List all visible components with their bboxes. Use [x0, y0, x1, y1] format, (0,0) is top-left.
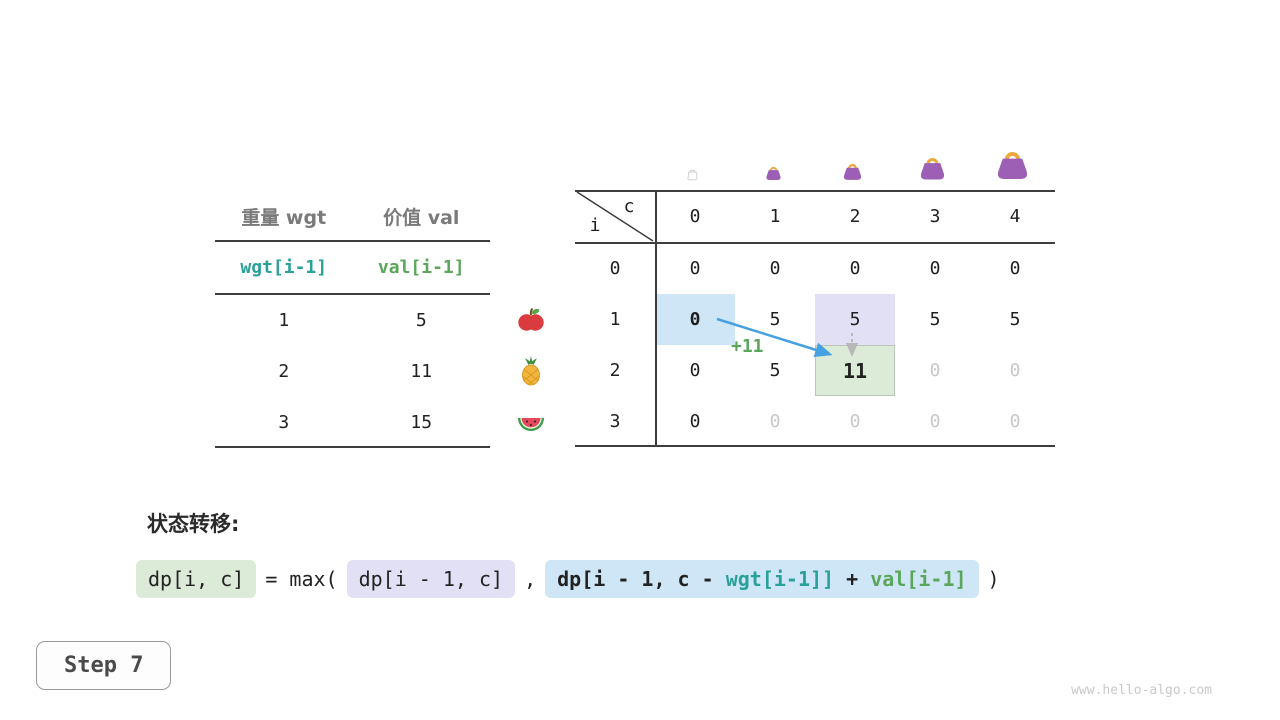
dp-cell: 0	[689, 360, 701, 381]
dp-cell: 0	[689, 258, 701, 279]
watermark: www.hello-algo.com	[1071, 683, 1212, 698]
dp-take-term: dp[i - 1, c - wgt[i-1]] + val[i-1]	[545, 560, 979, 598]
row-header: 3	[609, 411, 621, 432]
dp-cell: 0	[769, 258, 781, 279]
weight-column-header: 重量 wgt	[241, 206, 327, 229]
bag-small-icon	[764, 162, 783, 185]
formula-section-label: 状态转移:	[147, 512, 240, 536]
take-prefix-text: dp[i - 1, c -	[557, 567, 726, 591]
dp-cell-source: 0	[689, 309, 701, 330]
items-header-row: 重量 wgt 价值 val	[215, 192, 490, 240]
dp-current-term: dp[i, c]	[136, 560, 257, 598]
dp-row: 1 0 5 5 5 5	[575, 294, 1055, 345]
pineapple-icon	[514, 345, 548, 396]
item-value: 15	[410, 412, 433, 433]
item-value: 11	[410, 361, 433, 382]
dp-row: 3 0 0 0 0 0	[575, 396, 1055, 447]
corner-col-var: c	[623, 196, 635, 217]
dp-cell: 0	[769, 411, 781, 432]
dp-column-headers: 0 1 2 3 4	[655, 190, 1055, 243]
dp-table: c i 0 1 2 3 4 0 0 0 0 0 0 1 0 5 5 5 5 2 …	[575, 190, 1055, 447]
closing-paren-text: )	[987, 567, 1000, 591]
dp-row: 2 0 5 11 0 0	[575, 345, 1055, 396]
table-rule	[215, 446, 490, 448]
dp-row: 0 0 0 0 0 0	[575, 243, 1055, 294]
dp-cell: 5	[929, 309, 941, 330]
dp-cell: 5	[769, 360, 781, 381]
take-wgt-text: wgt[i-1]]	[725, 567, 835, 591]
item-row: 2 11	[215, 346, 490, 397]
row-header: 0	[609, 258, 621, 279]
transfer-annotation: +11	[731, 336, 764, 357]
items-symbol-row: wgt[i-1] val[i-1]	[215, 242, 490, 293]
row-header: 2	[609, 360, 621, 381]
col-header: 3	[929, 206, 941, 227]
col-header: 4	[1009, 206, 1021, 227]
corner-row-var: i	[589, 215, 601, 236]
item-value: 5	[415, 310, 427, 331]
item-weight: 1	[278, 310, 290, 331]
dp-skip-term: dp[i - 1, c]	[346, 560, 516, 598]
apple-icon	[514, 294, 548, 345]
dp-cell: 0	[1009, 411, 1021, 432]
value-column-header: 价值 val	[383, 206, 460, 229]
col-header: 1	[769, 206, 781, 227]
val-symbol: val[i-1]	[377, 257, 465, 278]
dp-cell-current: 11	[842, 358, 868, 383]
dp-cell-above: 5	[849, 309, 861, 330]
dp-cell: 0	[929, 411, 941, 432]
wgt-symbol: wgt[i-1]	[240, 257, 328, 278]
bag-medium-icon	[841, 158, 864, 185]
table-rule	[575, 190, 1055, 192]
table-rule	[215, 240, 490, 242]
item-row: 3 15	[215, 397, 490, 448]
take-plus-text: +	[834, 567, 871, 591]
col-header: 2	[849, 206, 861, 227]
equals-max-text: = max(	[265, 567, 338, 591]
bag-xlarge-icon	[993, 142, 1032, 185]
col-header: 0	[689, 206, 701, 227]
table-rule	[575, 445, 1055, 447]
dp-cell: 0	[849, 411, 861, 432]
table-rule	[215, 293, 490, 295]
dp-cell: 0	[929, 360, 941, 381]
bag-large-icon	[917, 150, 948, 185]
item-weight: 3	[278, 412, 290, 433]
bag-tiny-empty-icon	[685, 166, 700, 185]
items-table: 重量 wgt 价值 val wgt[i-1] val[i-1] 1 5 2 11…	[215, 192, 490, 448]
corner-diagonal	[576, 191, 654, 242]
dp-cell: 0	[1009, 258, 1021, 279]
item-row: 1 5	[215, 295, 490, 346]
dp-cell: 0	[929, 258, 941, 279]
item-icons-column	[514, 294, 548, 447]
watermelon-icon	[514, 396, 548, 447]
dp-cell: 5	[1009, 309, 1021, 330]
dp-cell: 0	[849, 258, 861, 279]
table-rule	[575, 242, 1055, 244]
transition-formula: dp[i, c] = max( dp[i - 1, c] , dp[i - 1,…	[136, 560, 1009, 598]
item-weight: 2	[278, 361, 290, 382]
dp-cell: 0	[1009, 360, 1021, 381]
take-val-text: val[i-1]	[870, 567, 967, 591]
step-badge: Step 7	[36, 641, 172, 690]
dp-cell: 0	[689, 411, 701, 432]
row-header: 1	[609, 309, 621, 330]
comma-text: ,	[524, 567, 537, 591]
table-rule	[655, 190, 657, 447]
